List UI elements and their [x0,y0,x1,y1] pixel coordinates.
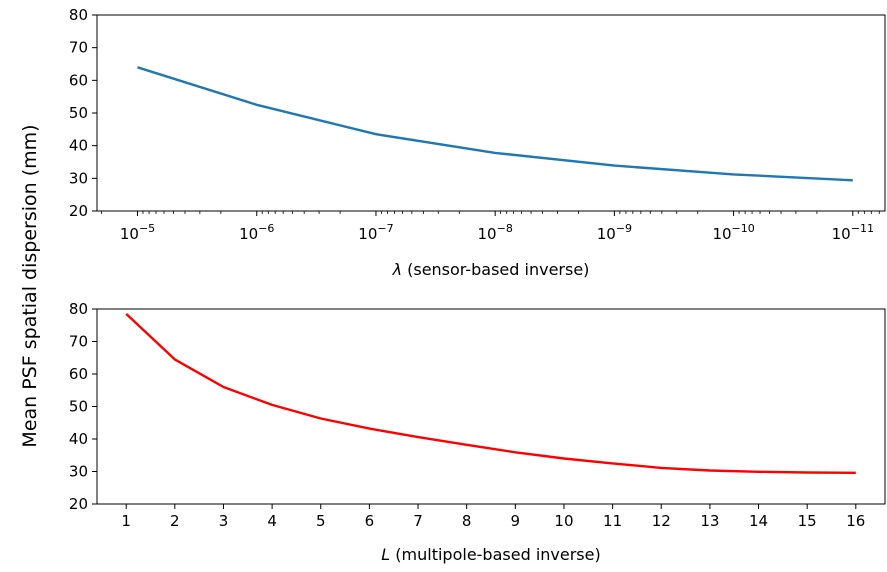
bottom-y-tick-label: 60 [69,365,88,383]
top-y-tick-label: 20 [69,202,88,220]
top-plot-frame [96,14,886,212]
bottom-plot-frame [96,308,886,505]
bottom-x-tick-label: 9 [511,512,521,530]
bottom-x-tick-label: 3 [219,512,229,530]
shared-y-axis-label: Mean PSF spatial dispersion (mm) [19,124,41,447]
top-y-tick-label: 50 [69,104,88,122]
top-x-axis-label: λ (sensor-based inverse) [392,260,590,279]
top-series-line [137,66,853,182]
bottom-x-tick-label: 10 [554,512,573,530]
bottom-y-tick-label: 70 [69,333,88,351]
bottom-y-tick-label: 40 [69,430,88,448]
bottom-x-axis-label: L (multipole-based inverse) [381,545,600,564]
top-x-tick-label: 10−6 [239,222,274,243]
top-x-tick-label: 10−10 [712,222,754,243]
top-x-tick-label: 10−11 [832,222,874,243]
top-y-tick-label: 30 [69,169,88,187]
bottom-x-tick-label: 16 [846,512,865,530]
bottom-series-line [125,313,856,474]
top-x-tick-label: 10−7 [358,222,393,243]
bottom-x-tick-label: 12 [652,512,671,530]
bottom-x-tick-label: 14 [749,512,768,530]
top-x-tick-label: 10−9 [597,222,632,243]
bottom-x-tick-label: 8 [462,512,472,530]
top-y-tick-label: 80 [69,6,88,24]
bottom-x-tick-label: 6 [365,512,375,530]
bottom-x-tick-label: 4 [267,512,277,530]
bottom-y-tick-label: 30 [69,463,88,481]
bottom-x-tick-label: 13 [700,512,719,530]
bottom-x-tick-label: 5 [316,512,326,530]
bottom-x-tick-label: 1 [121,512,131,530]
bottom-x-tick-label: 7 [413,512,423,530]
top-y-tick-label: 70 [69,39,88,57]
bottom-y-tick-label: 20 [69,495,88,513]
top-y-tick-label: 60 [69,71,88,89]
top-x-tick-label: 10−8 [478,222,513,243]
top-x-tick-label: 10−5 [120,222,155,243]
bottom-y-tick-label: 50 [69,398,88,416]
bottom-x-tick-label: 15 [798,512,817,530]
bottom-x-tick-label: 11 [603,512,622,530]
bottom-x-tick-label: 2 [170,512,180,530]
top-y-tick-label: 40 [69,137,88,155]
bottom-y-tick-label: 80 [69,300,88,318]
top-chart: 20 30 40 50 60 70 80 10−5 10−6 10−7 10−8 10−9 10−10 1… [69,6,886,279]
